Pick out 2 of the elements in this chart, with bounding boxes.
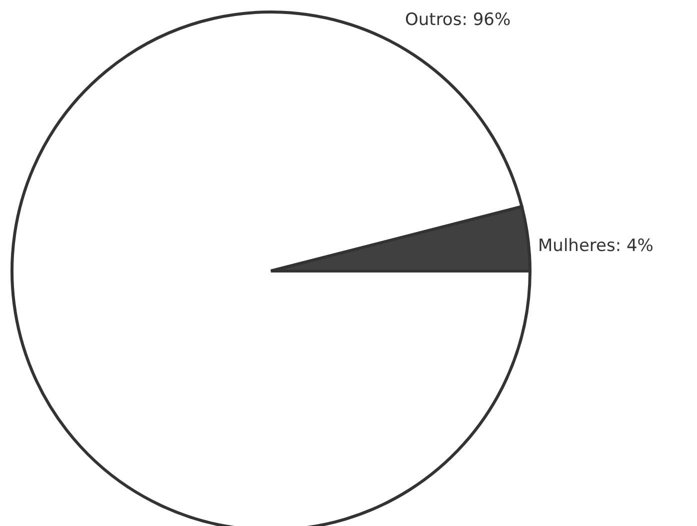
slice-label: Outros: 96% <box>405 10 511 30</box>
slice-label: Mulheres: 4% <box>538 236 654 256</box>
